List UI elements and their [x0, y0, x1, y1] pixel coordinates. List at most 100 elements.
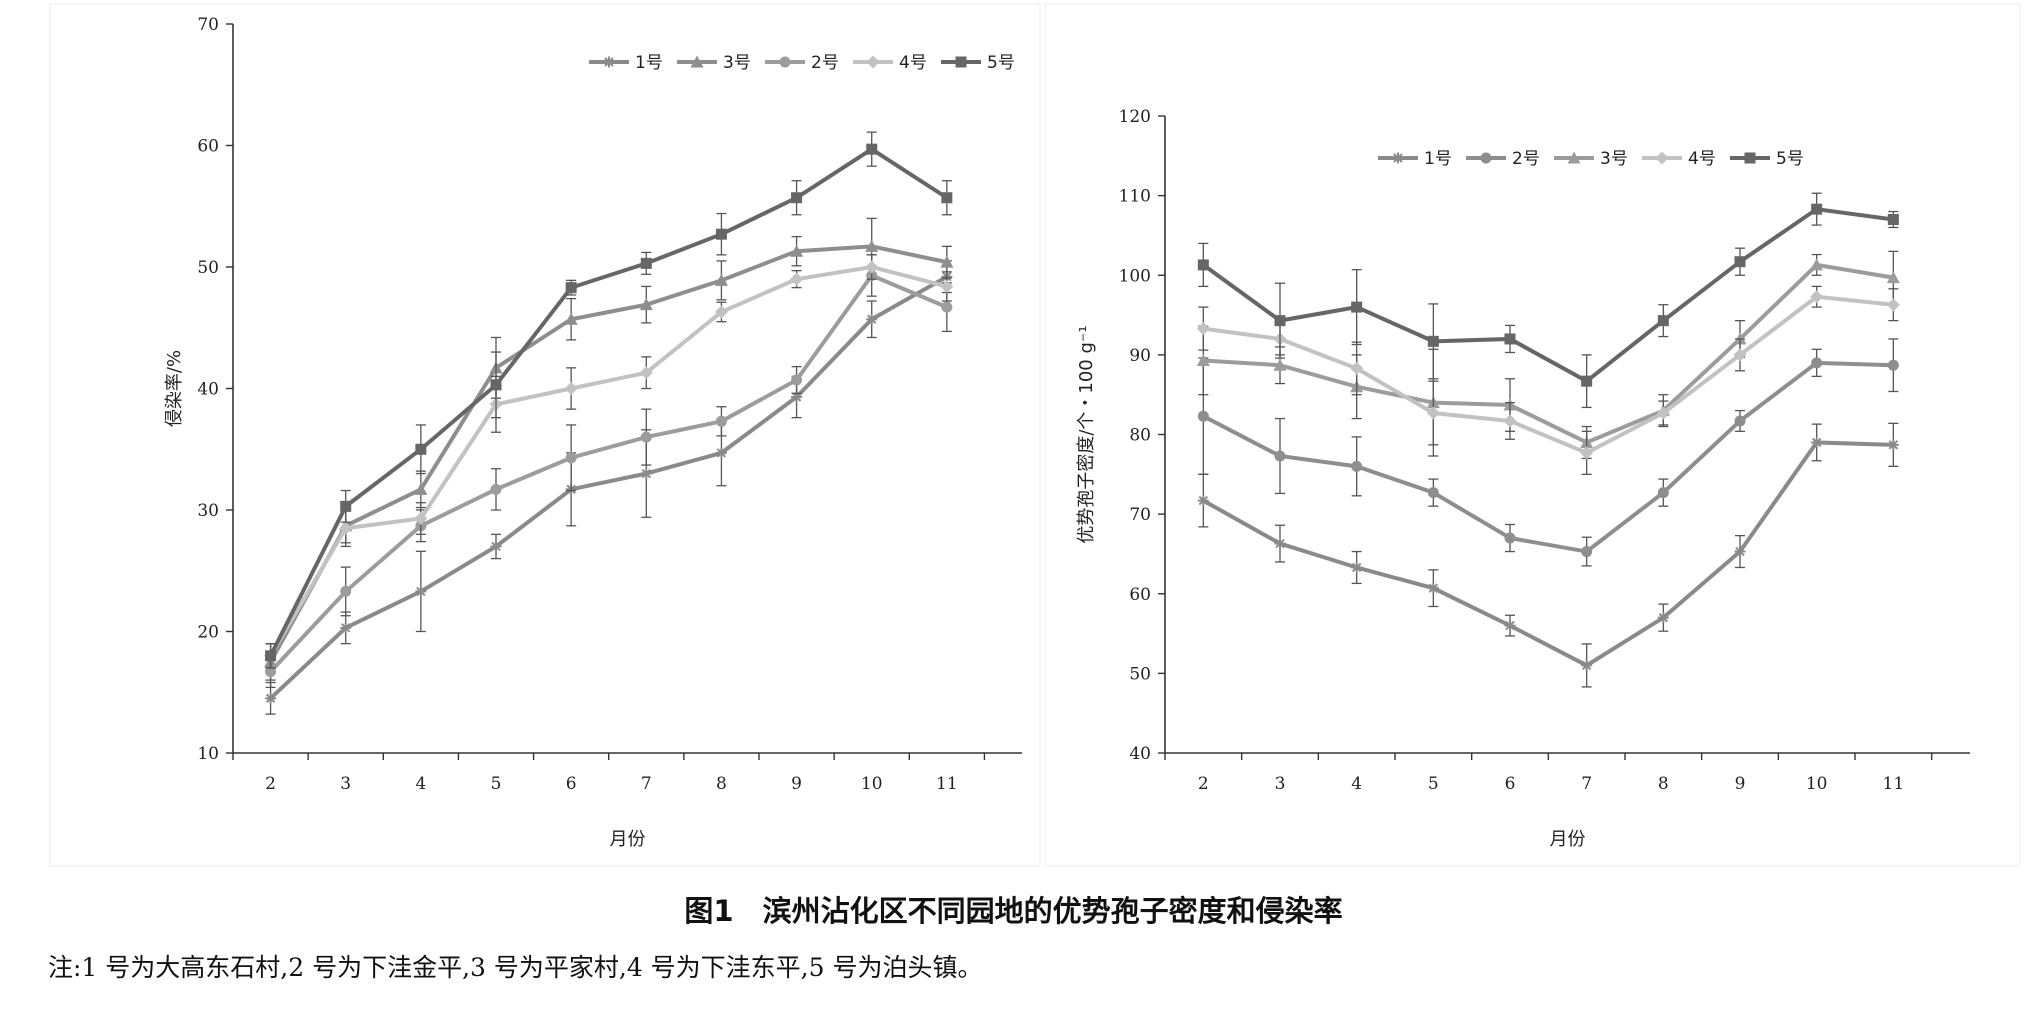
- data-point: [790, 244, 804, 257]
- data-point: [564, 312, 578, 325]
- data-point: [791, 374, 803, 386]
- x-tick-label: 4: [415, 774, 426, 794]
- data-point: [1886, 298, 1900, 312]
- legend-label: 3号: [1600, 149, 1628, 169]
- data-point: [1274, 315, 1286, 327]
- legend-swatch-marker: [866, 55, 880, 69]
- x-tick-label: 10: [1806, 774, 1828, 794]
- data-point: [1426, 406, 1440, 420]
- x-tick-label: 6: [1505, 774, 1516, 794]
- data-point: [1581, 375, 1593, 387]
- data-point: [1274, 538, 1286, 550]
- x-tick-label: 11: [1883, 774, 1905, 794]
- legend-swatch-marker: [1655, 151, 1669, 165]
- data-point: [1811, 436, 1823, 448]
- data-point: [1351, 561, 1363, 573]
- series-line: [268, 146, 948, 657]
- data-point: [1733, 348, 1747, 362]
- data-point: [1503, 414, 1517, 428]
- y-tick-label: 70: [197, 15, 219, 35]
- data-point: [866, 313, 878, 325]
- series-line: [268, 244, 948, 663]
- legend-label: 2号: [811, 53, 839, 73]
- data-point: [1886, 271, 1900, 284]
- data-point: [1657, 612, 1669, 624]
- y-tick-label: 60: [197, 137, 219, 157]
- data-point: [715, 447, 727, 459]
- data-point: [490, 483, 502, 495]
- plot-panel: [49, 3, 1041, 867]
- data-point: [414, 482, 428, 495]
- x-tick-label: 7: [641, 774, 652, 794]
- legend-label: 5号: [1776, 149, 1804, 169]
- series-5号: [1197, 192, 1899, 409]
- figure-note: 注:1 号为大高东石村,2 号为下洼金平,3 号为平家村,4 号为下洼东平,5 …: [48, 953, 983, 982]
- y-tick-label: 80: [1129, 426, 1151, 446]
- y-tick-label: 50: [197, 258, 219, 278]
- data-point: [340, 500, 352, 512]
- series-2号: [265, 254, 953, 689]
- x-tick-label: 8: [716, 774, 727, 794]
- data-point: [1580, 446, 1594, 460]
- data-point: [1504, 532, 1516, 544]
- data-point: [940, 279, 954, 293]
- data-point: [1581, 546, 1593, 558]
- x-tick-label: 3: [1275, 774, 1286, 794]
- data-point: [1197, 259, 1209, 271]
- data-point: [941, 192, 953, 204]
- data-point: [940, 255, 954, 268]
- legend-label: 1号: [1424, 149, 1452, 169]
- legend-label: 2号: [1512, 149, 1540, 169]
- data-point: [1427, 582, 1439, 594]
- x-tick-label: 4: [1351, 774, 1362, 794]
- series-line: [1203, 262, 1894, 445]
- legend-swatch-marker: [1744, 152, 1756, 164]
- data-point: [1887, 439, 1899, 451]
- x-tick-label: 8: [1658, 774, 1669, 794]
- x-tick-label: 7: [1581, 774, 1592, 794]
- x-axis-title: 月份: [1550, 829, 1586, 850]
- legend-swatch-marker: [603, 56, 615, 68]
- y-axis-title: 优势孢子密度/个・100 g⁻¹: [1076, 325, 1097, 543]
- chart-infection-rate: 10 20 30 40 50 60 70 2 3 4 5 6 7 8 9 10 11 月份 侵染率/% 1号 3号 2号 4…: [49, 3, 1041, 867]
- data-point: [791, 391, 803, 403]
- data-point: [565, 282, 577, 294]
- legend-swatch-marker: [1567, 151, 1581, 164]
- data-point: [866, 143, 878, 155]
- data-point: [715, 415, 727, 427]
- data-point: [640, 468, 652, 480]
- data-point: [1810, 290, 1824, 304]
- data-point: [941, 301, 953, 313]
- legend-swatch-marker: [1480, 152, 1492, 164]
- legend-label: 4号: [1688, 149, 1716, 169]
- data-point: [1196, 353, 1210, 366]
- data-point: [340, 622, 352, 634]
- data-point: [1811, 357, 1823, 369]
- legend-swatch-marker: [1392, 152, 1404, 164]
- y-tick-label: 60: [1129, 585, 1151, 605]
- x-tick-label: 3: [340, 774, 351, 794]
- y-tick-label: 120: [1119, 107, 1151, 127]
- data-point: [640, 257, 652, 269]
- data-point: [865, 260, 879, 274]
- y-tick-label: 40: [1129, 744, 1151, 764]
- series-line: [269, 274, 948, 700]
- data-point: [1656, 406, 1670, 420]
- legend-label: 1号: [635, 53, 663, 73]
- y-tick-label: 100: [1119, 266, 1151, 286]
- x-tick-label: 2: [1198, 774, 1209, 794]
- x-tick-label: 2: [265, 774, 276, 794]
- y-tick-label: 30: [197, 501, 219, 521]
- data-point: [490, 540, 502, 552]
- data-point: [565, 452, 577, 464]
- figure-caption: 图1 滨州沾化区不同园地的优势孢子密度和侵染率: [684, 894, 1343, 928]
- data-point: [1734, 256, 1746, 268]
- data-point: [1811, 203, 1823, 215]
- x-tick-label: 5: [491, 774, 502, 794]
- data-point: [265, 666, 277, 678]
- y-tick-label: 90: [1129, 346, 1151, 366]
- data-point: [640, 431, 652, 443]
- y-axis-title: 侵染率/%: [164, 350, 185, 427]
- data-point: [1657, 487, 1669, 499]
- data-point: [1734, 415, 1746, 427]
